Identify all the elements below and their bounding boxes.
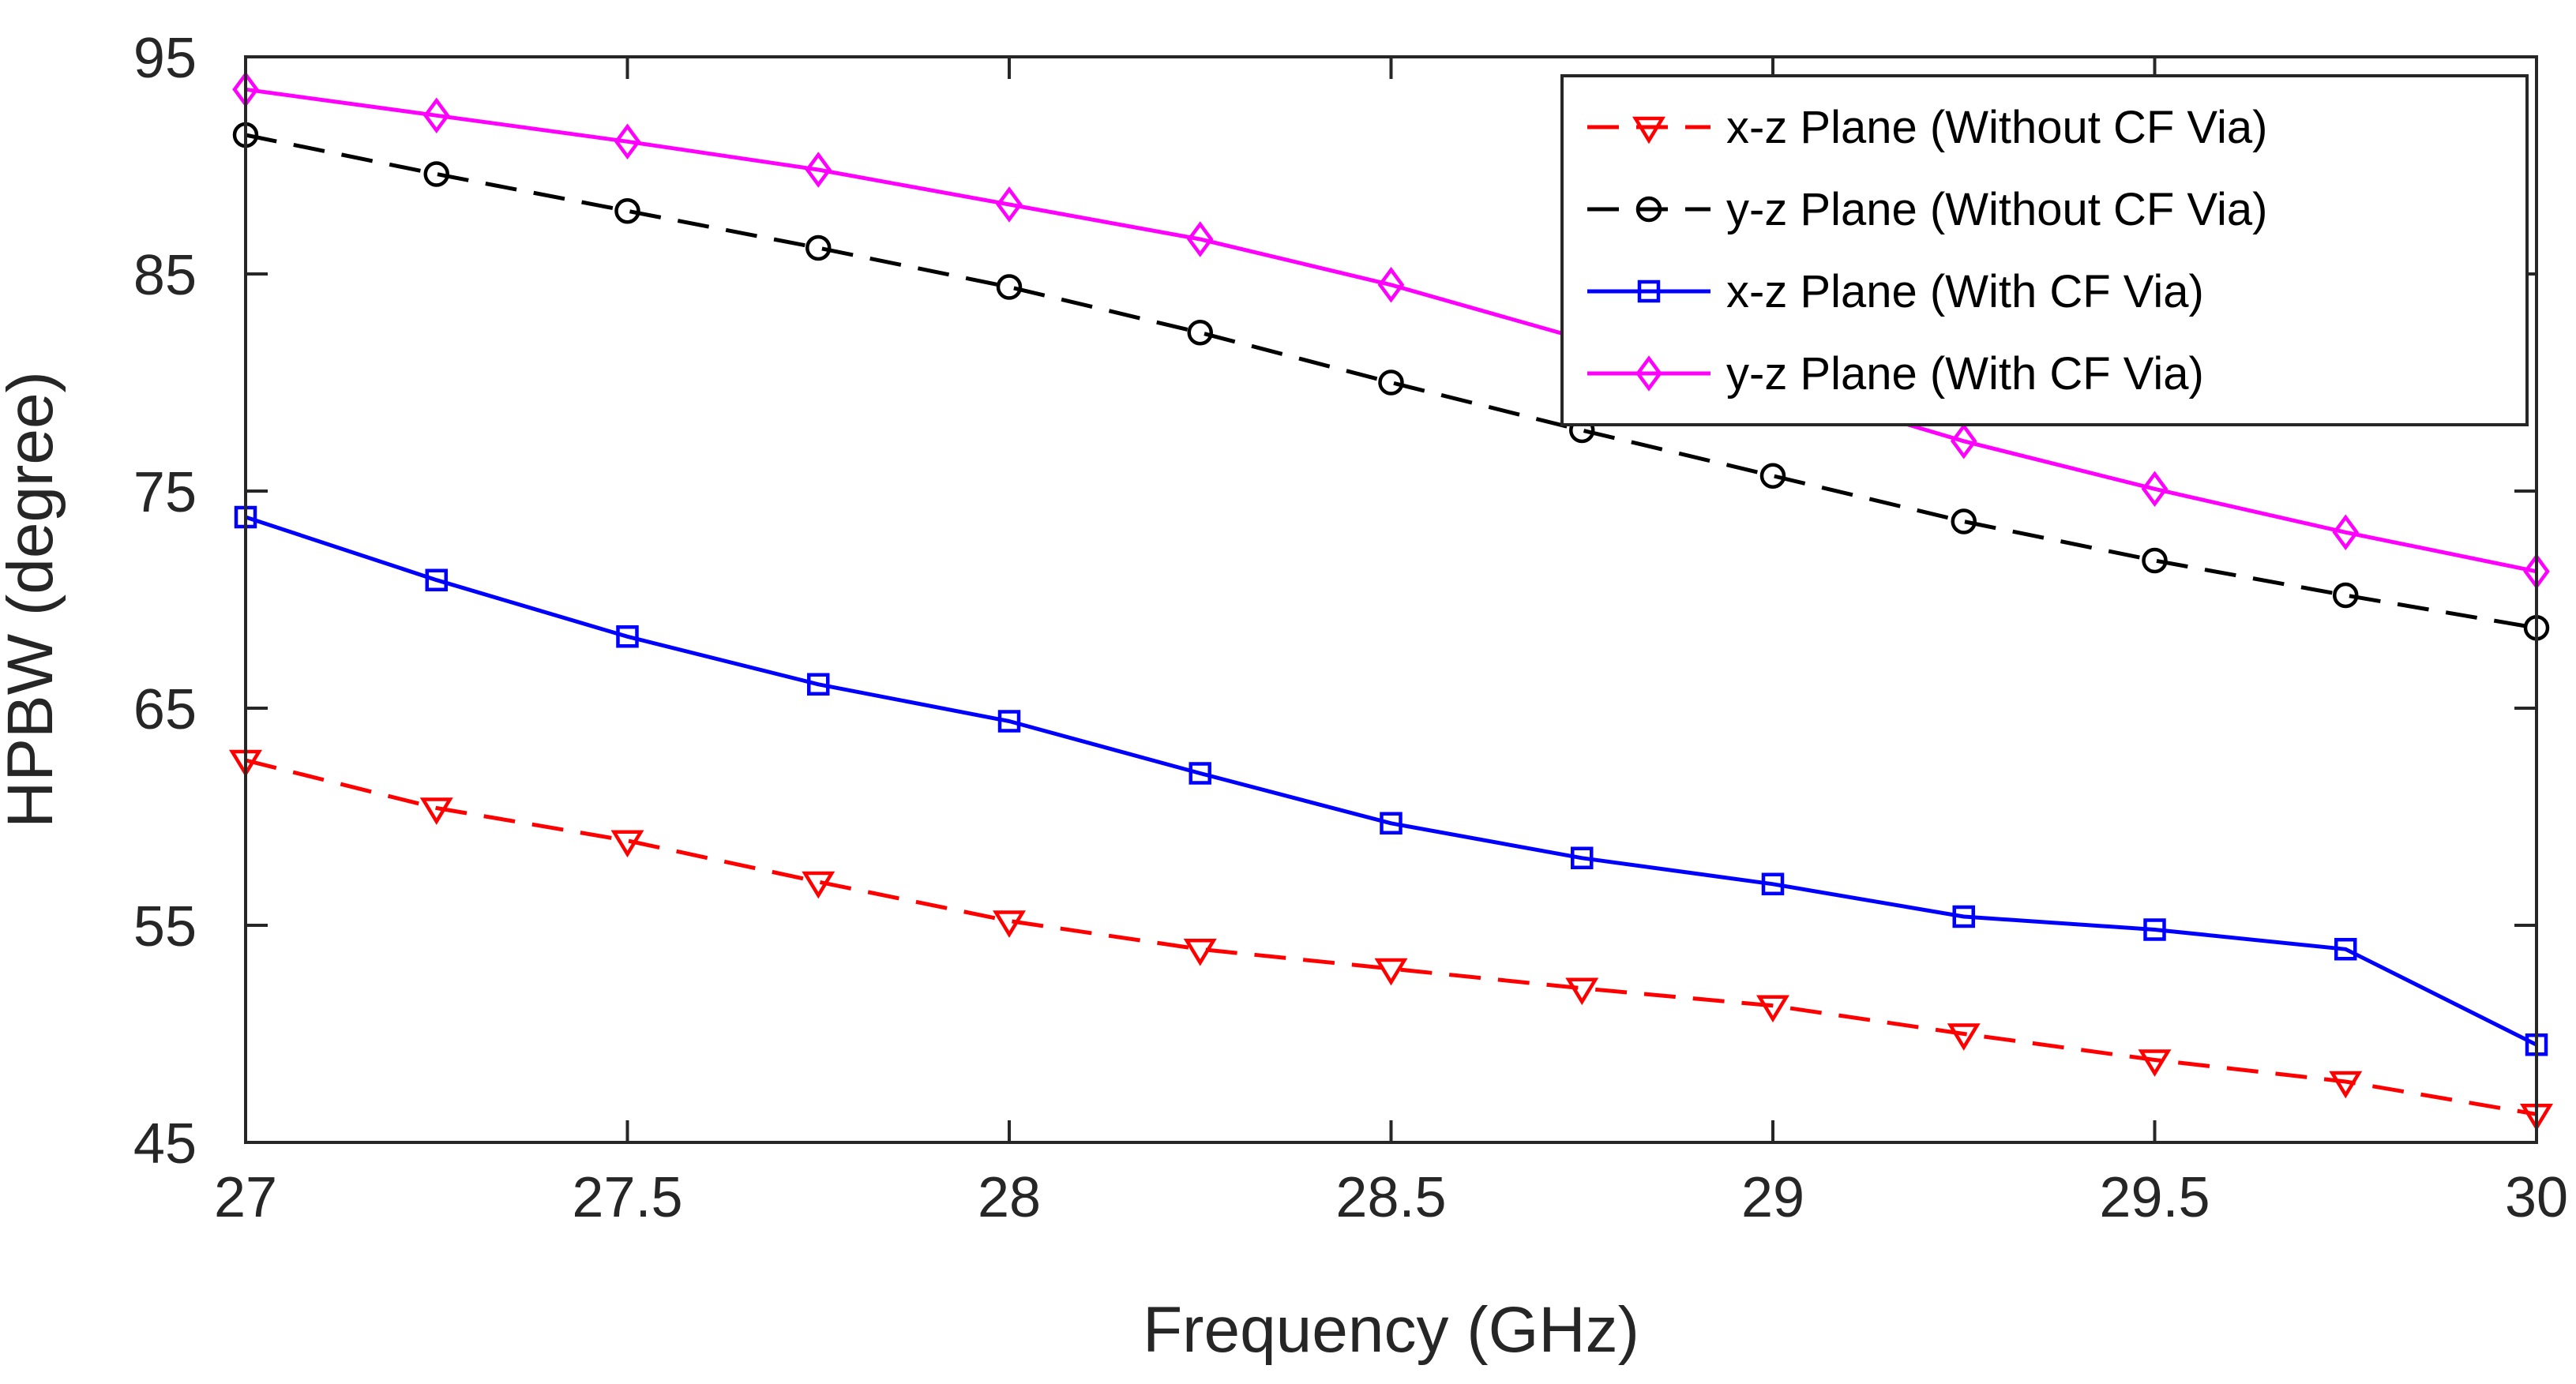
series-4-point: [2141, 471, 2169, 508]
series-1: [229, 749, 2553, 1131]
legend-label: y-z Plane (Without CF Via): [1726, 184, 2267, 235]
x-tick-label: 27.5: [572, 1166, 682, 1229]
y-tick-label: 65: [133, 678, 197, 741]
y-tick-label: 55: [133, 895, 197, 958]
series-4-point: [422, 97, 450, 134]
legend-marker: [1632, 116, 1665, 144]
series-1-point: [1756, 995, 1789, 1023]
series-2-point: [1187, 320, 1213, 346]
series-4-point: [805, 152, 832, 188]
legend: x-z Plane (Without CF Via) y-z Plane (Wit…: [1560, 74, 2529, 426]
series-1-point: [2138, 1049, 2172, 1077]
series-4-line: [245, 87, 2537, 574]
series-2-point: [1759, 463, 1786, 489]
series-1-point: [2329, 1071, 2363, 1099]
legend-label: x-z Plane (Without CF Via): [1726, 102, 2267, 153]
series-3-point: [1188, 762, 1211, 785]
series-3-point: [807, 673, 830, 696]
series-3-point: [997, 710, 1021, 733]
x-tick-label: 28: [978, 1166, 1041, 1229]
series-1-line: [245, 758, 2537, 1116]
series-4-point: [1377, 266, 1405, 303]
series-4-point: [614, 123, 641, 160]
series-3-point: [1761, 872, 1785, 895]
legend-entry-3: x-z Plane (With CF Via): [1587, 266, 2204, 317]
y-axis-label: HPBW (degree): [0, 371, 66, 828]
series-3-line: [245, 515, 2538, 1047]
legend-label: y-z Plane (With CF Via): [1726, 348, 2204, 399]
series-2-point: [2333, 582, 2359, 609]
legend-label: x-z Plane (With CF Via): [1726, 266, 2204, 317]
series-3-point: [1380, 812, 1403, 835]
x-tick-label: 28.5: [1335, 1166, 1446, 1229]
x-tick-label: 29.5: [2099, 1166, 2210, 1229]
legend-marker: [1635, 355, 1662, 392]
x-tick-label: 27: [214, 1166, 277, 1229]
series-1-point: [802, 871, 836, 899]
series-3: [234, 505, 2548, 1056]
series-1-point: [993, 910, 1026, 938]
axes-layer: 27 27.5 28 28.5 29 29.5 30 45 55 65 75 85 95: [133, 27, 2568, 1229]
y-tick-label: 95: [133, 27, 197, 90]
series-4-point: [2332, 514, 2360, 551]
series-3-point: [2143, 918, 2166, 941]
series-2-point: [1951, 508, 1977, 534]
series-1-point: [1947, 1023, 1981, 1051]
x-axis-label: Frequency (GHz): [1143, 1294, 1639, 1366]
series-2-point: [614, 198, 640, 224]
legend-entry-1: x-z Plane (Without CF Via): [1587, 102, 2267, 153]
series-3-point: [1571, 846, 1594, 869]
y-tick-label: 75: [133, 461, 197, 524]
series-1-point: [1565, 977, 1599, 1006]
series-4-point: [1186, 221, 1214, 257]
y-tick-label: 85: [133, 244, 197, 307]
series-4-point: [996, 186, 1023, 223]
series-2-point: [2142, 547, 2168, 574]
series-4-point: [1950, 422, 1977, 459]
series-2-point: [423, 161, 449, 187]
series-1-point: [1374, 958, 1408, 986]
series-3-point: [616, 625, 639, 648]
legend-entry-2: y-z Plane (Without CF Via): [1587, 184, 2267, 235]
legend-marker: [1635, 196, 1662, 223]
x-tick-label: 30: [2505, 1166, 2568, 1229]
legend-box: [1560, 74, 2529, 426]
y-tick-label: 45: [133, 1112, 197, 1176]
legend-entry-4: y-z Plane (With CF Via): [1587, 348, 2204, 399]
series-2-point: [996, 274, 1023, 300]
x-tick-label: 29: [1741, 1166, 1804, 1229]
series-3-point: [425, 568, 448, 591]
series-2-point: [805, 234, 832, 261]
series-1-point: [610, 830, 644, 858]
series-1-point: [419, 797, 453, 825]
series-1-point: [1183, 939, 1217, 966]
legend-marker: [1637, 279, 1661, 303]
series-3-point: [2334, 938, 2357, 961]
series-3-point: [1952, 905, 1975, 928]
series-2-point: [1378, 369, 1404, 396]
